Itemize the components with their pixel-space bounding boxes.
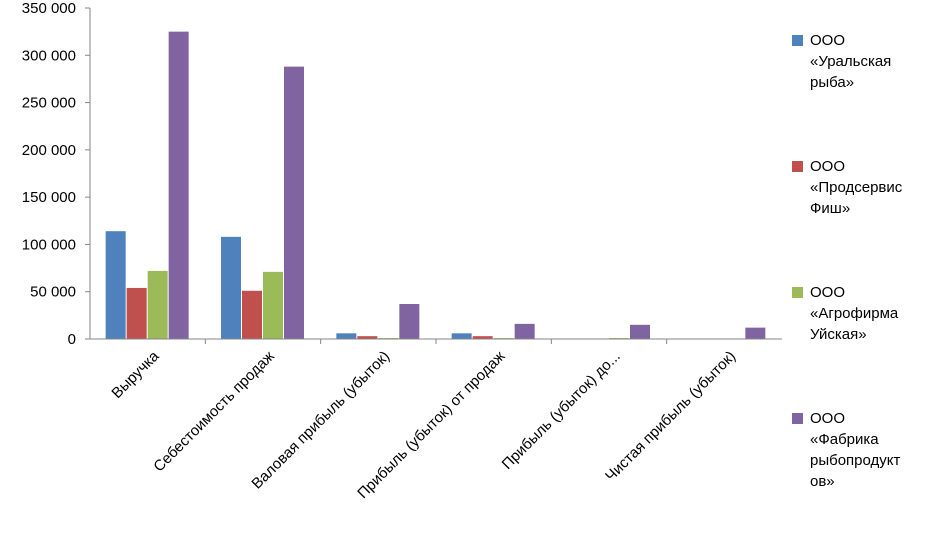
y-tick-label: 0	[68, 331, 76, 348]
legend-label: ООО «Агрофирма Уйская»	[810, 284, 899, 343]
bar	[357, 336, 378, 339]
bar	[399, 304, 420, 339]
bar	[221, 236, 241, 339]
bar	[472, 336, 493, 339]
legend-item-fabrika-ryboproduktov: ООО «Фабрика рыбопродукт ов»	[790, 408, 938, 534]
y-tick-label: 350 000	[22, 0, 76, 17]
bar-chart: 0 50 000 100 000 150 000 200 000 250 000 300 0…	[22, 0, 782, 502]
bar	[126, 287, 147, 339]
bar	[451, 333, 472, 339]
bar	[630, 324, 650, 339]
y-tick-label: 200 000	[22, 142, 76, 159]
x-tick-label: Выручка	[108, 347, 163, 402]
legend-item-prodservis-fish: ООО «Продсервис Фиш»	[790, 156, 938, 282]
legend-swatch	[792, 413, 803, 424]
legend-item-uralskaya-ryba: ООО «Уральская рыба»	[790, 30, 938, 156]
y-axis: 0 50 000 100 000 150 000 200 000 250 000 300 0…	[22, 0, 90, 348]
legend-swatch	[792, 161, 803, 172]
legend-item-agrofirma-uyskaya: ООО «Агрофирма Уйская»	[790, 282, 938, 408]
bar	[514, 323, 535, 339]
bar	[242, 290, 262, 339]
x-tick-label: Себестоимость продаж	[150, 348, 278, 476]
legend-swatch	[792, 287, 803, 298]
bar	[105, 231, 126, 339]
legend-label: ООО «Уральская рыба»	[810, 32, 892, 91]
x-tick-label: Валовая прибыль (убыток)	[248, 348, 393, 493]
y-tick-label: 100 000	[22, 236, 76, 253]
bar	[147, 270, 168, 339]
y-tick-label: 250 000	[22, 95, 76, 112]
y-tick-label: 150 000	[22, 189, 76, 206]
bar	[745, 327, 766, 339]
x-tick-label: Чистая прибыль (убыток)	[602, 348, 739, 485]
legend-label: ООО «Продсервис Фиш»	[810, 158, 903, 217]
bar	[336, 333, 357, 339]
legend-swatch	[792, 35, 803, 46]
bars-group	[105, 31, 766, 340]
bar	[168, 31, 189, 340]
x-tick-label: Прибыль (убыток) до...	[499, 348, 624, 473]
y-tick-label: 50 000	[30, 284, 76, 301]
bar	[263, 271, 283, 339]
y-tick-label: 300 000	[22, 47, 76, 64]
bar	[284, 66, 304, 340]
legend: ООО «Уральская рыба» ООО «Продсервис Фиш…	[790, 30, 938, 534]
legend-label: ООО «Фабрика рыбопродукт ов»	[810, 410, 901, 490]
